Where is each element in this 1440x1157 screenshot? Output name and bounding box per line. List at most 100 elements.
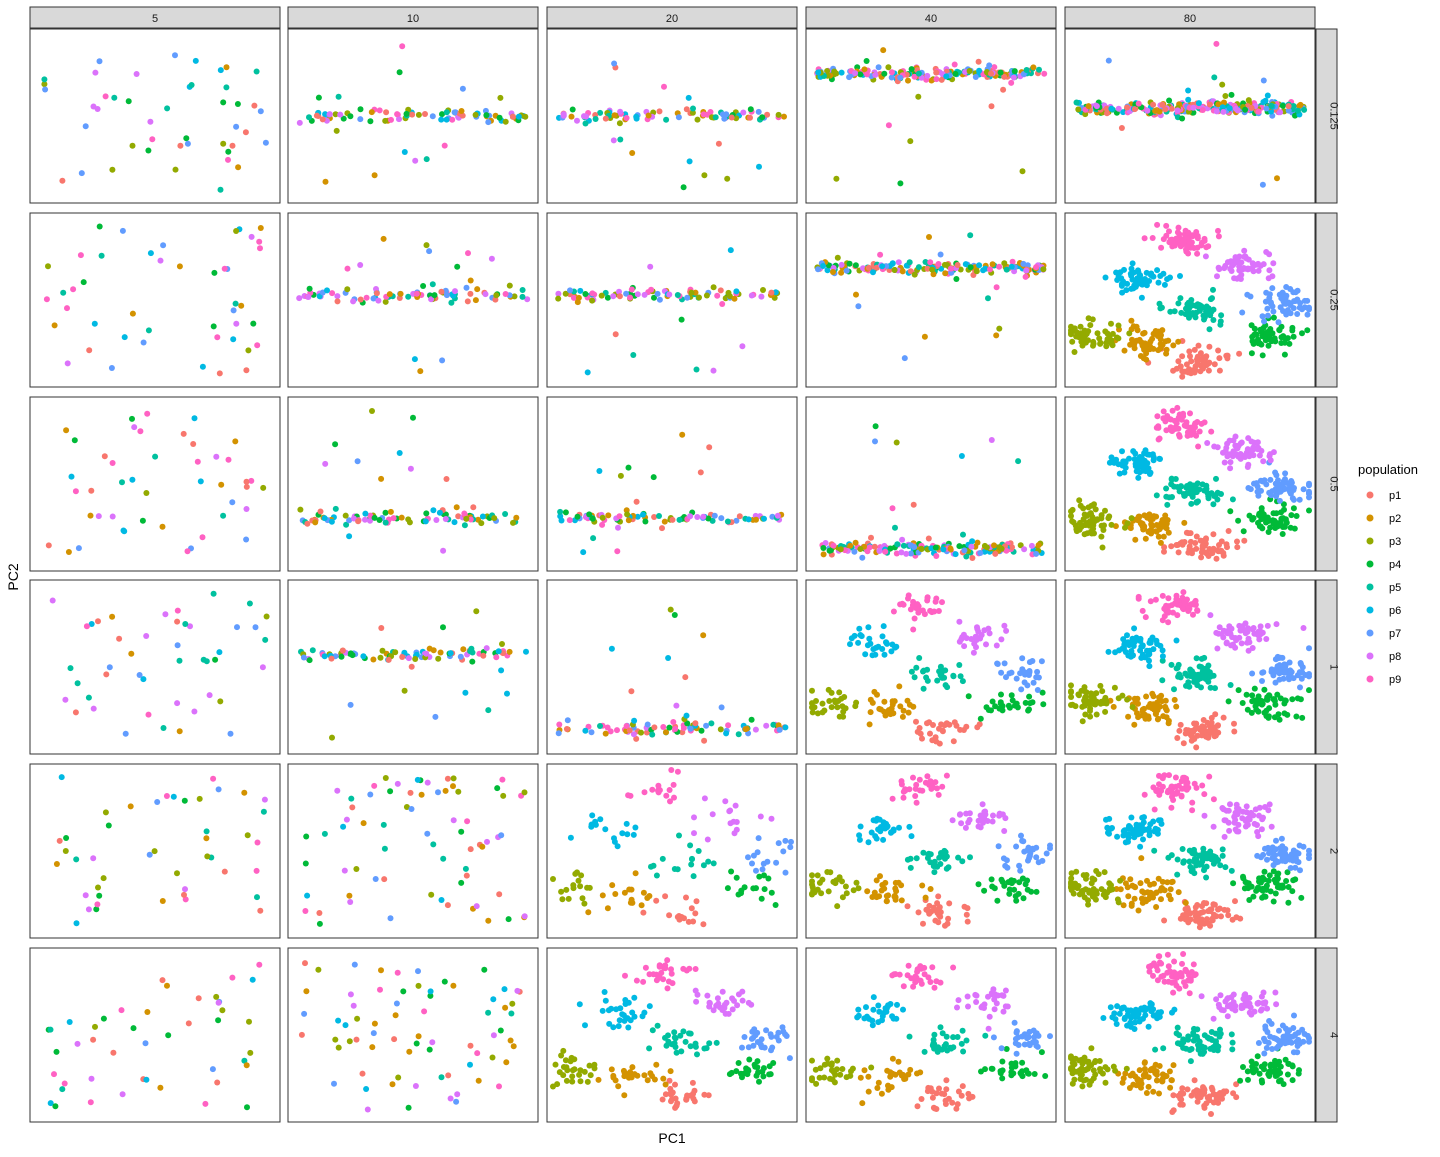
data-point bbox=[1163, 222, 1170, 229]
data-point bbox=[1259, 678, 1265, 684]
data-point bbox=[927, 259, 934, 266]
data-point bbox=[1270, 862, 1277, 869]
data-point bbox=[119, 227, 126, 234]
data-point bbox=[244, 1104, 250, 1111]
data-point bbox=[1216, 905, 1223, 912]
data-point bbox=[1041, 70, 1048, 77]
data-point bbox=[775, 111, 782, 118]
data-point bbox=[1229, 496, 1236, 503]
data-point bbox=[999, 1075, 1006, 1082]
data-point bbox=[496, 114, 503, 121]
data-point bbox=[896, 824, 902, 831]
data-point bbox=[700, 111, 707, 118]
data-point bbox=[1268, 823, 1275, 830]
data-point bbox=[919, 735, 925, 742]
data-point bbox=[1087, 528, 1094, 535]
data-point bbox=[461, 522, 468, 529]
data-point bbox=[1281, 339, 1288, 346]
data-point bbox=[731, 295, 738, 302]
data-point bbox=[893, 439, 900, 446]
data-point bbox=[919, 882, 926, 889]
data-point bbox=[585, 909, 592, 916]
data-point bbox=[443, 116, 450, 123]
data-point bbox=[881, 70, 888, 77]
data-point bbox=[997, 69, 1004, 76]
data-point bbox=[62, 848, 69, 854]
data-point bbox=[453, 1098, 460, 1105]
data-point bbox=[705, 515, 712, 522]
data-point bbox=[1241, 537, 1248, 544]
data-point bbox=[616, 1017, 623, 1024]
data-point bbox=[1285, 103, 1292, 110]
data-point bbox=[1290, 857, 1296, 864]
data-point bbox=[1169, 494, 1175, 500]
data-point bbox=[165, 1032, 172, 1039]
data-point bbox=[661, 518, 668, 525]
data-point bbox=[891, 698, 898, 705]
data-point bbox=[452, 288, 458, 295]
data-point bbox=[735, 731, 742, 738]
data-point bbox=[873, 817, 880, 824]
data-point bbox=[985, 295, 991, 302]
data-point bbox=[1290, 675, 1297, 682]
data-point bbox=[47, 1100, 54, 1107]
data-point bbox=[251, 102, 258, 109]
data-point bbox=[1009, 544, 1015, 551]
data-point bbox=[1210, 501, 1217, 508]
data-point bbox=[589, 515, 596, 522]
data-point bbox=[464, 298, 471, 305]
data-point bbox=[592, 821, 599, 828]
data-point bbox=[623, 115, 630, 121]
data-point bbox=[811, 704, 818, 711]
data-point bbox=[776, 726, 783, 733]
data-point bbox=[558, 888, 565, 895]
data-point bbox=[563, 1077, 570, 1084]
data-point bbox=[851, 632, 858, 639]
data-point bbox=[420, 283, 427, 289]
data-point bbox=[824, 267, 831, 274]
data-point bbox=[424, 779, 431, 786]
data-point bbox=[1027, 700, 1034, 707]
data-point bbox=[1130, 323, 1137, 330]
data-point bbox=[694, 514, 701, 520]
data-point bbox=[961, 643, 968, 650]
data-point bbox=[856, 625, 863, 632]
data-point bbox=[960, 531, 966, 538]
data-point bbox=[1174, 107, 1181, 114]
data-point bbox=[638, 902, 645, 909]
data-point bbox=[1277, 695, 1284, 702]
data-point bbox=[833, 1066, 840, 1073]
data-point bbox=[433, 517, 440, 523]
data-point bbox=[468, 645, 475, 652]
data-point bbox=[907, 864, 914, 871]
data-point bbox=[877, 873, 883, 880]
data-point bbox=[1080, 516, 1087, 523]
data-point bbox=[259, 664, 266, 671]
data-point bbox=[641, 1009, 648, 1016]
data-point bbox=[710, 860, 717, 867]
data-point bbox=[1103, 105, 1110, 112]
data-point bbox=[1142, 468, 1149, 475]
data-point bbox=[709, 811, 716, 818]
data-point bbox=[705, 858, 712, 865]
data-point bbox=[608, 1066, 615, 1073]
data-point bbox=[975, 628, 982, 635]
data-point bbox=[1122, 464, 1129, 471]
data-point bbox=[912, 793, 919, 799]
data-point bbox=[769, 1044, 776, 1051]
data-point bbox=[108, 365, 115, 371]
data-point bbox=[1245, 880, 1252, 887]
data-point bbox=[942, 849, 949, 856]
data-point bbox=[961, 903, 968, 910]
data-point bbox=[143, 1076, 150, 1083]
data-point bbox=[812, 1066, 819, 1073]
data-point bbox=[1225, 912, 1232, 919]
data-point bbox=[680, 1028, 687, 1035]
data-point bbox=[885, 122, 892, 129]
panel-border bbox=[805, 28, 1057, 204]
data-point bbox=[700, 921, 707, 928]
data-point bbox=[989, 261, 996, 268]
data-point bbox=[1160, 713, 1167, 720]
data-point bbox=[1175, 549, 1182, 556]
